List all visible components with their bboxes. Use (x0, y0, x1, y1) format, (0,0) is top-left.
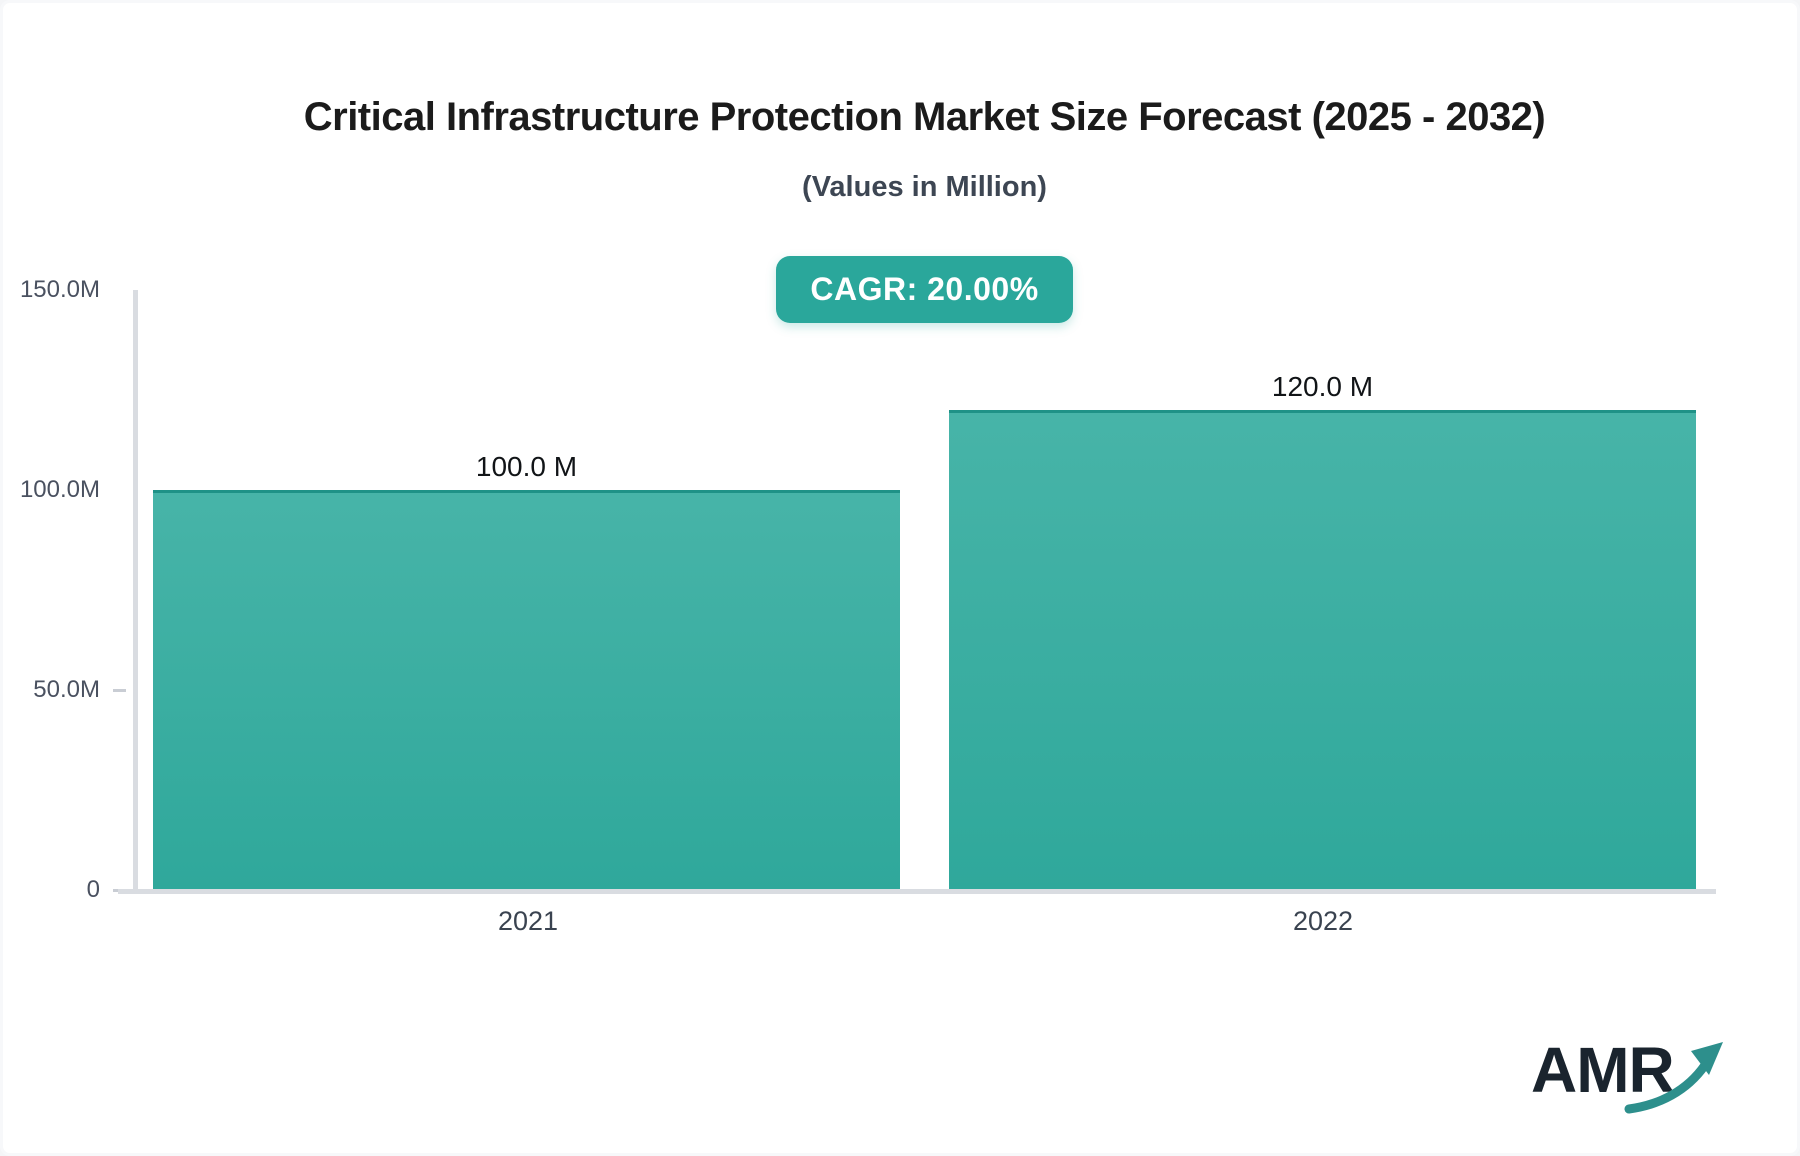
cagr-badge: CAGR: 20.00% (776, 256, 1073, 323)
x-label-2021: 2021 (497, 906, 559, 936)
y-tick-150m: 150.0M (19, 276, 100, 303)
bar-group-2021: 100.0 M (153, 290, 900, 890)
y-tick-mark-50m (113, 689, 126, 692)
y-axis-line (133, 290, 138, 894)
cagr-badge-wrap: CAGR: 20.00% (133, 256, 1716, 323)
chart-subtitle: (Values in Million) (802, 171, 1047, 203)
bar-2021: 100.0 M (153, 451, 900, 890)
y-tick-50m: 50.0M (33, 676, 100, 703)
y-tick-100m: 100.0M (19, 476, 100, 503)
x-label-2022: 2022 (1292, 906, 1354, 936)
amr-logo: AMR (1531, 1033, 1731, 1123)
bar-value-label-2022: 120.0 M (1271, 371, 1374, 402)
chart-title: Critical Infrastructure Protection Marke… (303, 95, 1546, 139)
plot-area: 100.0 M 120.0 M (133, 290, 1716, 890)
bar-group-2022: 120.0 M (949, 290, 1696, 890)
growth-arrow-icon (1624, 1042, 1723, 1114)
x-axis-line (118, 889, 1716, 894)
y-tick-0: 0 (86, 876, 100, 903)
bar-value-label-2021: 100.0 M (475, 451, 578, 482)
amr-logo-text: AMR (1531, 1034, 1675, 1106)
bar-2022: 120.0 M (949, 371, 1696, 890)
